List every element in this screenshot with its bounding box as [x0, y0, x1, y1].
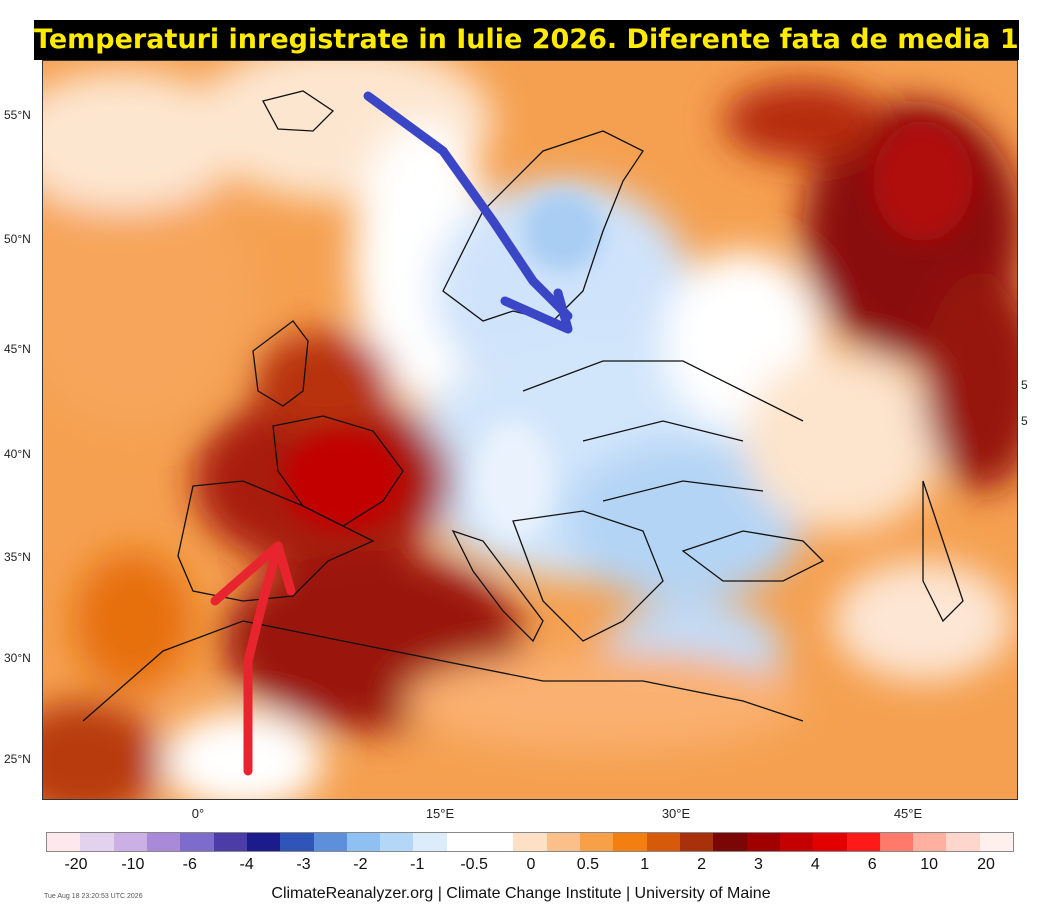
- lon-label-0: 0°: [191, 806, 205, 821]
- legend-label: -4: [239, 856, 254, 873]
- legend-swatch: [580, 833, 614, 851]
- coastline-scandinavia: [442, 130, 644, 322]
- coastline-caspian: [922, 480, 964, 623]
- legend-swatch: [146, 833, 181, 851]
- map-canvas: [43, 61, 1017, 799]
- legend-label: -3: [296, 856, 311, 873]
- coastline-north-africa: [82, 620, 804, 722]
- legend-swatch: [513, 833, 547, 851]
- color-scale-labels: -20 -10 -6 -4 -3 -2 -1 -0.5 0 0.5 1 2 3 4 6 10 20: [46, 856, 1014, 876]
- legend-swatch: [180, 833, 214, 851]
- legend-swatch: [646, 833, 680, 851]
- legend-swatch: [413, 833, 447, 851]
- legend-swatch: [313, 833, 347, 851]
- legend-swatch: [846, 833, 880, 851]
- coastline-britain: [252, 320, 309, 407]
- coastlines: [82, 90, 964, 722]
- lat-label-35n: 35°N: [4, 550, 31, 564]
- lat-label-50n: 50°N: [4, 232, 31, 246]
- map-title: Temperaturi inregistrate in Iulie 2026. …: [34, 20, 1019, 60]
- lon-label-15e: 15°E: [425, 806, 455, 821]
- legend-swatch: [979, 833, 1014, 851]
- edge-fragment: 5: [1021, 378, 1028, 392]
- legend-label: 4: [810, 856, 820, 873]
- legend-label: 6: [867, 856, 877, 873]
- border-eastern-europe: [522, 360, 804, 502]
- legend-swatch: [779, 833, 814, 851]
- legend-swatch: [613, 833, 647, 851]
- credits: ClimateReanalyzer.org | Climate Change I…: [271, 885, 771, 902]
- legend-swatch: [946, 833, 980, 851]
- lat-label-40n: 40°N: [4, 447, 31, 461]
- coastline-france: [272, 415, 404, 527]
- legend-swatch: [813, 833, 847, 851]
- temperature-anomaly-map: [42, 60, 1018, 800]
- edge-fragment: 5: [1021, 414, 1028, 428]
- legend-label: -1: [410, 856, 425, 873]
- legend-label: -0.5: [460, 856, 488, 873]
- lat-label-45n: 45°N: [4, 342, 31, 356]
- legend-swatch: [47, 833, 81, 851]
- legend-label: 3: [754, 856, 763, 873]
- legend-label: -2: [353, 856, 368, 873]
- color-scale-bar: [46, 832, 1014, 852]
- legend-label: -10: [121, 856, 145, 873]
- legend-swatch: [380, 833, 414, 851]
- legend-label: 1: [640, 856, 650, 873]
- legend-swatch: [746, 833, 780, 851]
- legend-swatch: [446, 833, 481, 851]
- legend-swatch: [346, 833, 381, 851]
- legend-swatch: [679, 833, 714, 851]
- lon-label-30e: 30°E: [661, 806, 691, 821]
- legend-swatch: [113, 833, 147, 851]
- lat-label-30n: 30°N: [4, 651, 31, 665]
- legend-swatch: [879, 833, 914, 851]
- annotation-arrow-red-head: [210, 541, 296, 606]
- lat-label-55n: 55°N: [4, 108, 31, 122]
- lon-label-45e: 45°E: [893, 806, 923, 821]
- legend-label: 2: [697, 856, 707, 873]
- legend-swatch: [713, 833, 747, 851]
- anomaly-hotspots: [283, 121, 973, 541]
- legend-label: 0: [526, 856, 536, 873]
- annotation-arrow-blue: [363, 91, 573, 321]
- coastline-black-sea: [681, 530, 825, 582]
- legend-label: 10: [920, 856, 939, 873]
- coastline-balkans: [512, 510, 664, 642]
- coastline-italy: [451, 529, 544, 643]
- lat-label-25n: 25°N: [4, 752, 31, 766]
- legend-label: 0.5: [576, 856, 599, 873]
- legend-swatch: [480, 833, 514, 851]
- coastline-iberia: [177, 480, 375, 602]
- legend-label: -20: [64, 856, 88, 873]
- annotation-arrow-red: [243, 541, 283, 776]
- legend-label: -6: [182, 856, 197, 873]
- legend-swatch: [80, 833, 114, 851]
- legend-swatch: [913, 833, 947, 851]
- annotation-arrow-blue-head: [500, 288, 573, 334]
- legend-swatch: [246, 833, 281, 851]
- legend-swatch: [213, 833, 247, 851]
- legend-swatch: [280, 833, 314, 851]
- legend-label: 20: [977, 856, 995, 873]
- coastline-iceland: [262, 90, 335, 132]
- timestamp: Tue Aug 18 23:20:53 UTC 2026: [44, 893, 143, 900]
- legend-swatch: [546, 833, 580, 851]
